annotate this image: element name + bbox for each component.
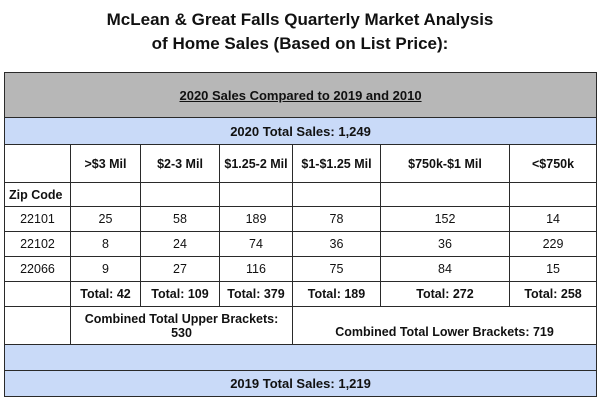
value-cell: 229 [508,231,598,257]
totals-row: Total: 42 Total: 109 Total: 379 Total: 1… [4,281,598,307]
column-header-row: >$3 Mil $2-3 Mil $1.25-2 Mil $1-$1.25 Mi… [4,144,598,183]
value-cell: 24 [140,231,220,257]
value-cell: 15 [508,256,598,282]
spacer-row [3,344,598,371]
sales-table: 2020 Sales Compared to 2019 and 2010 202… [3,72,598,397]
empty-cell [4,281,71,307]
value-cell: 25 [70,206,141,232]
total-cell: Total: 109 [140,281,220,307]
total-2019-row: 2019 Total Sales: 1,219 [3,370,598,397]
value-cell: 36 [380,231,510,257]
total-cell: Total: 189 [292,281,381,307]
zip-code-label: Zip Code [4,182,71,207]
value-cell: 189 [219,206,293,232]
combined-upper: Combined Total Upper Brackets: 530 [70,306,293,345]
column-header: $750k-$1 Mil [380,144,510,183]
value-cell: 78 [292,206,381,232]
value-cell: 9 [70,256,141,282]
table-row: 22066 9 27 116 75 84 15 [4,256,598,282]
column-header: $1.25-2 Mil [219,144,293,183]
total-2020-row: 2020 Total Sales: 1,249 [3,117,598,145]
empty-cell [292,182,381,207]
value-cell: 58 [140,206,220,232]
value-cell: 14 [508,206,598,232]
page-title: McLean & Great Falls Quarterly Market An… [0,8,600,56]
value-cell: 116 [219,256,293,282]
value-cell: 84 [380,256,510,282]
zip-cell: 22102 [4,231,71,257]
empty-cell [140,182,220,207]
total-cell: Total: 272 [380,281,510,307]
value-cell: 75 [292,256,381,282]
zip-cell: 22066 [4,256,71,282]
empty-cell [380,182,510,207]
empty-cell [508,182,598,207]
column-header: $1-$1.25 Mil [292,144,381,183]
zip-cell: 22101 [4,206,71,232]
table-row: 22102 8 24 74 36 36 229 [4,231,598,257]
column-header: $2-3 Mil [140,144,220,183]
empty-cell [4,306,71,345]
column-header: >$3 Mil [70,144,141,183]
combined-row: Combined Total Upper Brackets: 530 Combi… [4,306,598,345]
section-title: 2020 Sales Compared to 2019 and 2010 [3,72,598,118]
combined-lower: Combined Total Lower Brackets: 719 [291,306,598,345]
value-cell: 36 [292,231,381,257]
value-cell: 152 [380,206,510,232]
table-row: 22101 25 58 189 78 152 14 [4,206,598,232]
header-empty-cell [4,144,71,183]
value-cell: 27 [140,256,220,282]
empty-cell [70,182,141,207]
column-header: <$750k [508,144,598,183]
total-cell: Total: 42 [70,281,141,307]
total-cell: Total: 379 [219,281,293,307]
value-cell: 74 [219,231,293,257]
total-cell: Total: 258 [508,281,598,307]
title-line-1: McLean & Great Falls Quarterly Market An… [106,10,494,29]
value-cell: 8 [70,231,141,257]
empty-cell [219,182,293,207]
title-line-2: of Home Sales (Based on List Price): [151,34,449,53]
